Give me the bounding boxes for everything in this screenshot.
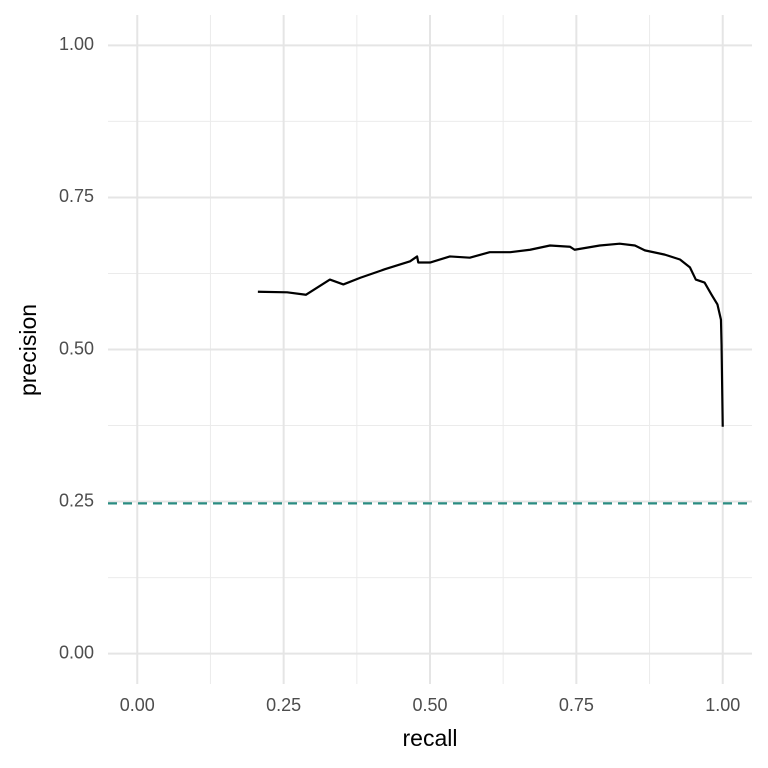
y-tick-label: 0.25 (59, 490, 94, 510)
x-tick-label: 0.00 (120, 695, 155, 715)
line (257, 242, 724, 427)
x-tick-label: 1.00 (705, 695, 740, 715)
y-tick-label: 0.00 (59, 642, 94, 662)
y-tick-label: 0.75 (59, 186, 94, 206)
y-tick-label: 1.00 (59, 34, 94, 54)
x-axis-title: recall (403, 725, 458, 751)
x-tick-label: 0.25 (266, 695, 301, 715)
x-tick-label: 0.75 (559, 695, 594, 715)
x-tick-label: 0.50 (412, 695, 447, 715)
y-tick-label: 0.50 (59, 338, 94, 358)
y-axis-title: precision (15, 304, 41, 396)
